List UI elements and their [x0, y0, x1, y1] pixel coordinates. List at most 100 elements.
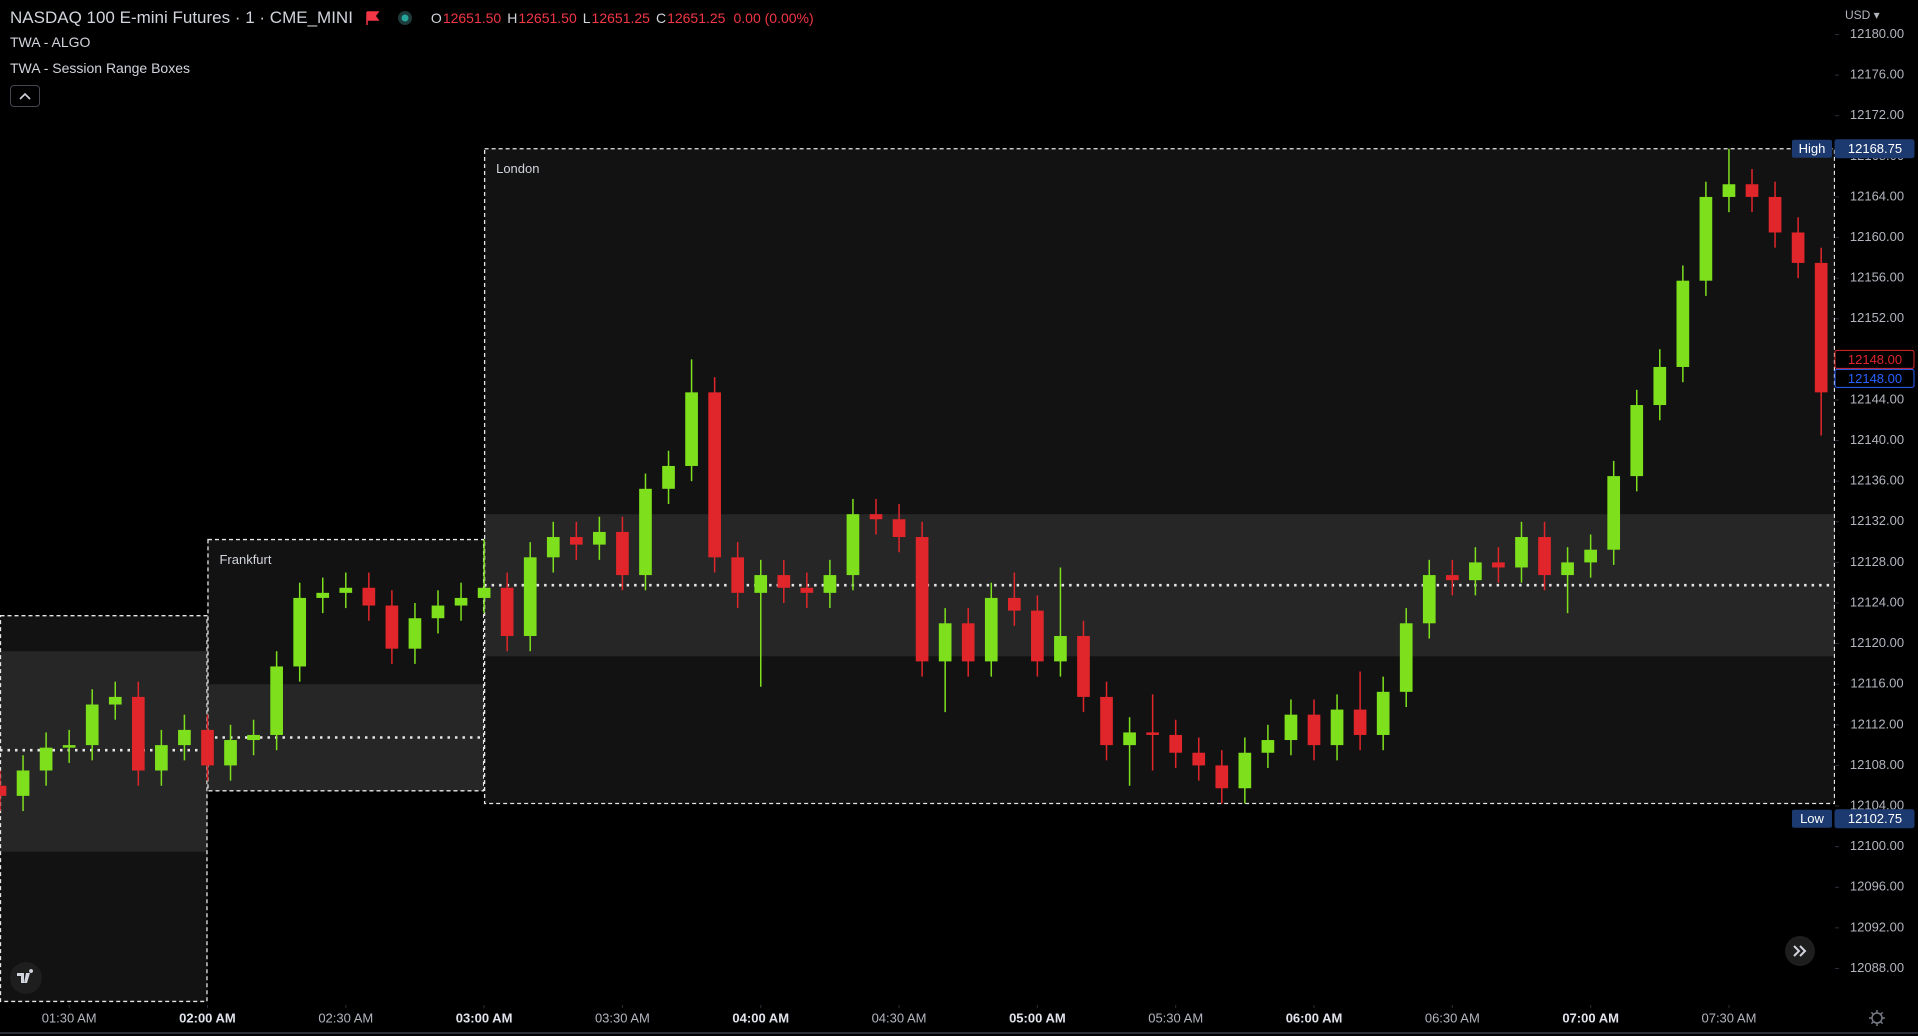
- x-tick-label: 07:00 AM: [1562, 1010, 1619, 1025]
- y-tick-label: 12136.00: [1850, 473, 1904, 488]
- candle-body: [16, 770, 30, 796]
- candle-body: [1422, 575, 1436, 624]
- collapse-button[interactable]: [10, 85, 40, 107]
- candle-body: [1146, 732, 1159, 735]
- y-tick-label: 12152.00: [1850, 310, 1904, 325]
- candle-body: [892, 519, 906, 538]
- currency[interactable]: USD ▾: [1845, 8, 1880, 22]
- candle-body: [1676, 280, 1690, 367]
- ohlc-label: L: [582, 10, 591, 26]
- candle-body: [1814, 262, 1828, 393]
- candle-body: [1215, 765, 1229, 789]
- price-tag: 12168.75 High: [1792, 139, 1915, 159]
- candle-body: [800, 587, 814, 593]
- candle-body: [85, 704, 99, 746]
- candle-body: [1722, 184, 1736, 197]
- y-tick-label: 12128.00: [1850, 554, 1904, 569]
- candle-body: [1399, 623, 1413, 692]
- symbol-row: NASDAQ 100 E-mini Futures · 1 · CME_MINI…: [10, 7, 814, 29]
- price-tag-value: 12102.75: [1848, 811, 1902, 826]
- candle-body: [1492, 562, 1505, 568]
- ohlc-label: O: [430, 10, 442, 26]
- candle-body: [178, 729, 191, 746]
- session-label: London: [496, 161, 539, 176]
- price-tag-box: [1834, 368, 1915, 388]
- candle-body: [961, 623, 975, 662]
- candle-body: [1469, 562, 1482, 581]
- y-tick-label: 12132.00: [1850, 513, 1904, 528]
- y-tick-label: 12092.00: [1850, 919, 1904, 934]
- candle-body: [569, 537, 583, 545]
- x-tick-label: 06:30 AM: [1425, 1010, 1480, 1025]
- y-tick-label: 12164.00: [1850, 188, 1904, 203]
- candle-body: [500, 587, 514, 636]
- candle-body: [270, 666, 283, 735]
- x-tick-label: 06:00 AM: [1286, 1010, 1343, 1025]
- price-tag-name-box: [1792, 139, 1832, 158]
- candle-body: [846, 514, 860, 576]
- candle-body: [662, 465, 675, 489]
- candle-body: [1123, 732, 1136, 746]
- candle-body: [1376, 691, 1390, 735]
- candle-body: [1630, 405, 1644, 477]
- candle-body: [938, 623, 952, 662]
- candle-body: [1284, 714, 1298, 741]
- y-tick-label: 12144.00: [1850, 391, 1904, 406]
- candle-body: [685, 392, 698, 466]
- candle-body: [1169, 734, 1183, 753]
- candle-body: [454, 597, 468, 606]
- candle-body: [247, 734, 260, 741]
- candle-body: [1445, 575, 1459, 581]
- price-tag-value: 12168.75: [1848, 141, 1902, 156]
- candle-body: [39, 747, 53, 771]
- market-status-icon[interactable]: [395, 10, 415, 26]
- y-tick-label: 12096.00: [1850, 879, 1904, 894]
- candle-body: [616, 531, 629, 576]
- candle-body: [477, 587, 491, 598]
- candle-body: [1607, 476, 1621, 550]
- ohlc-label: H: [507, 10, 518, 26]
- x-tick-label: 02:30 AM: [318, 1010, 373, 1025]
- price-tag: 12102.75 Low: [1792, 809, 1915, 829]
- candle-body: [639, 488, 652, 576]
- candle-body: [155, 745, 168, 771]
- price-tag-value: 12148.00: [1848, 352, 1902, 367]
- y-tick-label: 12124.00: [1850, 594, 1904, 609]
- symbol-title[interactable]: NASDAQ 100 E-mini Futures · 1 · CME_MINI: [10, 8, 353, 27]
- settings-button[interactable]: [1869, 1010, 1885, 1026]
- candle-body: [385, 605, 399, 649]
- candle-body: [293, 597, 307, 667]
- candle-body: [339, 587, 353, 593]
- candle-body: [1561, 562, 1574, 576]
- candle-body: [546, 537, 560, 558]
- candle-body: [316, 592, 330, 598]
- y-tick-label: 12172.00: [1850, 107, 1904, 122]
- chevron-icon: [19, 92, 31, 100]
- logo[interactable]: [10, 962, 42, 994]
- candle-body: [1007, 597, 1021, 611]
- candle-body: [1054, 635, 1067, 662]
- price-tag: 12148.00: [1834, 349, 1915, 369]
- indicator-name[interactable]: TWA - ALGO: [10, 34, 91, 50]
- candle-body: [915, 537, 929, 662]
- candle-body: [108, 696, 122, 705]
- candle-body: [1031, 610, 1044, 662]
- flag-icon[interactable]: [363, 10, 383, 26]
- price-tag-box: [1834, 809, 1915, 829]
- session-border: [483, 148, 1835, 805]
- x-tick-label: 03:30 AM: [595, 1010, 650, 1025]
- indicator-name[interactable]: TWA - Session Range Boxes: [10, 60, 191, 76]
- scroll-to-realtime-button[interactable]: [1785, 936, 1815, 966]
- candle-body: [523, 557, 537, 636]
- ohlc-value: 12651.25: [667, 10, 726, 26]
- ohlc-value: 12651.50: [518, 10, 577, 26]
- y-tick-label: 12160.00: [1850, 229, 1904, 244]
- candle-body: [408, 618, 422, 649]
- candle-body: [1791, 232, 1805, 263]
- x-tick-label: 04:30 AM: [872, 1010, 927, 1025]
- x-tick-label: 02:00 AM: [179, 1010, 236, 1025]
- candle-body: [1653, 366, 1667, 406]
- candle-body: [1100, 696, 1113, 746]
- candle-body: [754, 575, 768, 593]
